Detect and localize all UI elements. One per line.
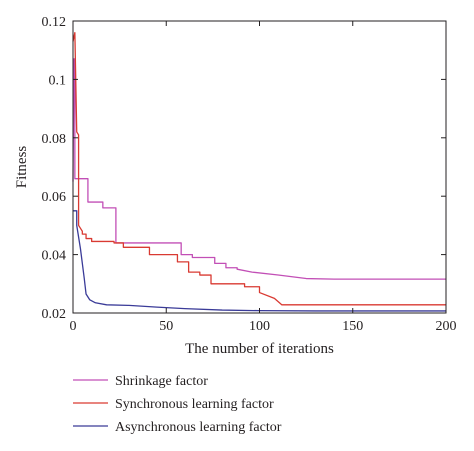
series-line-1 [72, 58, 446, 280]
y-tick-label: 0.06 [42, 190, 67, 205]
series-layer [72, 32, 446, 312]
legend: Shrinkage factor Synchronous learning fac… [73, 374, 282, 435]
series-line-3 [73, 210, 446, 312]
x-axis-title: The number of iterations [185, 341, 334, 357]
legend-label-3: Asynchronous learning factor [115, 420, 282, 435]
y-tick-label: 0.02 [42, 307, 67, 322]
series-line-2 [72, 32, 446, 306]
legend-label-2: Synchronous learning factor [115, 397, 274, 412]
y-tick-label: 0.1 [49, 73, 67, 88]
x-tick-label: 150 [342, 319, 363, 334]
y-tick-label: 0.12 [42, 15, 67, 30]
y-tick-label: 0.08 [42, 132, 67, 147]
x-tick-label: 100 [249, 319, 270, 334]
plot-area-frame [72, 20, 447, 314]
x-tick-label: 200 [436, 319, 457, 334]
legend-label-1: Shrinkage factor [115, 374, 208, 389]
axis-ticks: 0 50 100 150 200 0.02 0.04 0.06 0.08 0.1 0.12 [42, 15, 457, 334]
y-tick-label: 0.04 [42, 249, 67, 264]
x-tick-label: 0 [70, 319, 77, 334]
x-tick-label: 50 [159, 319, 173, 334]
y-axis-title: Fitness [14, 146, 30, 189]
